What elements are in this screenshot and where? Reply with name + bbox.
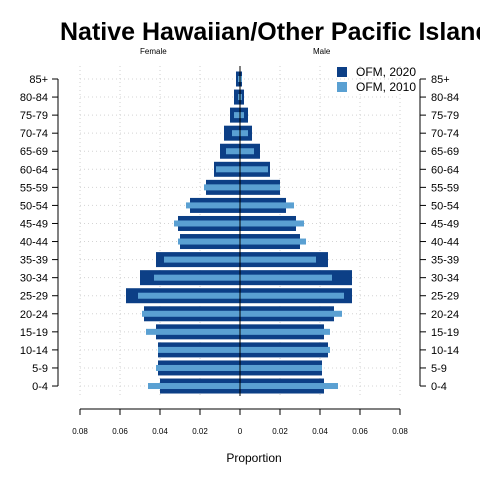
bar-2010-male: [240, 364, 322, 371]
bar-2010-female: [186, 202, 240, 209]
bar-2010-male: [240, 202, 294, 209]
bar-2010-female: [232, 130, 240, 137]
left-y-tick-label: 75-79: [20, 110, 48, 122]
right-y-tick-label: 60-64: [431, 164, 459, 176]
bar-2010-male: [240, 292, 344, 299]
bar-2020-female: [234, 89, 240, 105]
x-tick-label: 0.06: [352, 427, 368, 436]
left-y-tick-label: 40-44: [20, 237, 48, 249]
bar-2010-male: [240, 256, 316, 263]
bar-2010-male: [240, 220, 304, 227]
axes-group: 0-4 0-4 5-9 5-9 10-14 10-14 15-19 15-19 20-24 20-…: [20, 66, 459, 436]
bar-2010-female: [238, 94, 240, 101]
bar-2010-male: [240, 166, 268, 173]
left-y-tick-label: 35-39: [20, 255, 48, 267]
bars-group: [126, 71, 352, 394]
bar-2010-female: [238, 76, 240, 82]
left-y-tick-label: 45-49: [20, 218, 48, 230]
x-tick-label: 0.06: [112, 427, 128, 436]
left-y-tick-label: 25-29: [20, 291, 48, 303]
left-y-tick-label: 50-54: [20, 200, 48, 212]
chart-title: Native Hawaiian/Other Pacific Islande: [60, 18, 480, 46]
left-y-tick-label: 60-64: [20, 164, 48, 176]
right-y-tick-label: 0-4: [431, 381, 447, 393]
bar-2010-male: [240, 328, 330, 335]
bar-2010-female: [204, 184, 240, 191]
legend-swatch: [337, 82, 347, 92]
bar-2010-female: [164, 256, 240, 263]
left-y-tick-label: 0-4: [32, 381, 48, 393]
left-y-tick-label: 65-69: [20, 146, 48, 158]
right-y-tick-label: 5-9: [431, 363, 447, 375]
x-axis-title: Proportion: [226, 451, 281, 465]
bar-2010-male: [240, 274, 332, 281]
x-tick-label: 0.02: [272, 427, 288, 436]
right-y-tick-label: 50-54: [431, 200, 459, 212]
bar-2010-female: [158, 346, 240, 353]
bar-2010-female: [234, 112, 240, 119]
bar-2010-female: [142, 310, 240, 317]
left-y-tick-label: 5-9: [32, 363, 48, 375]
right-y-tick-label: 65-69: [431, 146, 459, 158]
bar-2010-female: [146, 328, 240, 335]
bar-2010-female: [138, 292, 240, 299]
bar-2010-female: [216, 166, 240, 173]
bar-2010-female: [226, 148, 240, 155]
right-y-tick-label: 40-44: [431, 237, 459, 249]
left-y-tick-label: 80-84: [20, 92, 48, 104]
left-y-tick-label: 85+: [29, 74, 48, 86]
bar-2010-male: [240, 310, 342, 317]
right-y-tick-label: 85+: [431, 74, 450, 86]
right-y-tick-label: 70-74: [431, 128, 459, 140]
x-tick-label: 0.08: [392, 427, 408, 436]
right-y-tick-label: 80-84: [431, 92, 459, 104]
bar-2010-male: [240, 112, 244, 119]
x-tick-label: 0.04: [312, 427, 328, 436]
bar-2010-male: [240, 238, 306, 245]
left-y-tick-label: 55-59: [20, 182, 48, 194]
right-y-tick-label: 20-24: [431, 309, 459, 321]
right-y-tick-label: 10-14: [431, 345, 459, 357]
right-y-tick-label: 45-49: [431, 218, 459, 230]
right-y-tick-label: 25-29: [431, 291, 459, 303]
right-y-tick-label: 30-34: [431, 273, 459, 285]
bar-2010-male: [240, 383, 338, 390]
bar-2010-female: [148, 383, 240, 390]
left-y-tick-label: 20-24: [20, 309, 48, 321]
x-tick-label: 0: [238, 427, 243, 436]
female-side-label: Female: [140, 47, 167, 56]
right-y-tick-label: 15-19: [431, 327, 459, 339]
right-y-tick-label: 35-39: [431, 255, 459, 267]
left-y-tick-label: 10-14: [20, 345, 48, 357]
bar-2010-female: [154, 274, 240, 281]
left-y-tick-label: 70-74: [20, 128, 48, 140]
bar-2010-male: [240, 94, 242, 101]
left-y-tick-label: 15-19: [20, 327, 48, 339]
legend-swatch: [337, 67, 347, 77]
bar-2010-male: [240, 76, 242, 82]
bar-2010-male: [240, 130, 248, 137]
x-tick-label: 0.08: [72, 427, 88, 436]
x-tick-label: 0.04: [152, 427, 168, 436]
x-tick-label: 0.02: [192, 427, 208, 436]
legend-label: OFM, 2020: [356, 65, 416, 79]
right-y-tick-label: 75-79: [431, 110, 459, 122]
male-side-label: Male: [313, 47, 331, 56]
bar-2010-male: [240, 346, 330, 353]
right-y-tick-label: 55-59: [431, 182, 459, 194]
bar-2010-female: [174, 220, 240, 227]
bar-2010-male: [240, 184, 280, 191]
bar-2010-female: [178, 238, 240, 245]
bar-2010-female: [156, 364, 240, 371]
left-y-tick-label: 30-34: [20, 273, 48, 285]
legend-label: OFM, 2010: [356, 80, 416, 94]
bar-2010-male: [240, 148, 254, 155]
